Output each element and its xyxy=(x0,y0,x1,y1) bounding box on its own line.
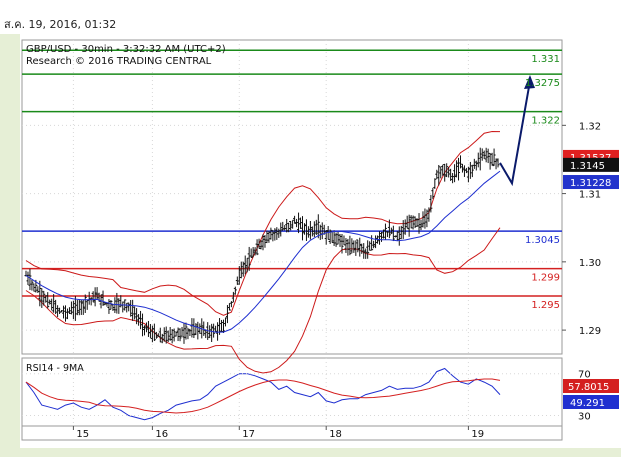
y-tick-label: 1.30 xyxy=(579,258,601,269)
x-axis-ticks: 15 16 17 18 19 xyxy=(72,426,484,440)
rsi-ma-tag-box xyxy=(563,379,619,393)
rsi-tag-label: 49.291 xyxy=(570,398,605,409)
forecast-path xyxy=(499,80,531,187)
rsi-line xyxy=(25,367,501,421)
moving-average xyxy=(25,170,501,333)
price-tag-label: 1.31228 xyxy=(570,178,611,189)
bollinger-lower xyxy=(25,227,501,374)
x-tick-label: 15 xyxy=(76,429,89,440)
rsi-title: RSI14 - 9MA xyxy=(26,363,84,374)
price-tag-box xyxy=(563,157,619,172)
level-label: 1.322 xyxy=(531,116,560,127)
x-axis-strip xyxy=(21,425,563,441)
bottom-margin-strip xyxy=(0,448,621,457)
x-tick-label: 17 xyxy=(242,429,255,440)
forecast-arrowhead xyxy=(524,74,535,89)
grid-lines xyxy=(22,40,562,426)
y-tick-label: 1.32 xyxy=(579,121,601,132)
x-tick-label: 19 xyxy=(471,429,484,440)
price-tag-box xyxy=(563,175,619,190)
rsi-tick-label: 70 xyxy=(578,370,591,381)
forecast-arrow xyxy=(499,74,535,187)
left-margin-strip xyxy=(0,34,20,457)
x-tick-label: 18 xyxy=(329,429,342,440)
level-label: 1.3275 xyxy=(525,78,560,89)
candles xyxy=(24,147,500,344)
main-panel-frame xyxy=(21,39,563,355)
rsi-ma-tag-label: 57.8015 xyxy=(568,382,609,393)
chart-title: GBP/USD - 30min - 3:32:32 AM (UTC+2) xyxy=(26,44,226,55)
y-tick-label: 1.31 xyxy=(579,190,601,201)
top-bar: ส.ค. 19, 2016, 01:32 xyxy=(0,0,621,34)
rsi-lines xyxy=(25,367,501,421)
rsi-tick-label: 30 xyxy=(578,412,591,423)
rsi-axis-ticks: 70 30 57.8015 49.291 xyxy=(22,370,619,423)
chart-subtitle: Research © 2016 TRADING CENTRAL xyxy=(26,56,212,67)
y-axis-ticks: 1.32 1.31 1.30 1.29 xyxy=(562,121,601,337)
price-tag-label: 1.3145 xyxy=(570,161,605,172)
y-tick-label: 1.29 xyxy=(579,326,601,337)
rsi-ma-line xyxy=(25,378,501,414)
moving-average-line xyxy=(25,170,501,333)
level-labels: 1.331 1.3275 1.322 1.3045 1.299 1.295 xyxy=(525,54,560,311)
datetime-label: ส.ค. 19, 2016, 01:32 xyxy=(4,18,117,31)
level-label: 1.331 xyxy=(531,54,560,65)
level-label: 1.299 xyxy=(531,273,560,284)
rsi-tag-box xyxy=(563,395,619,409)
level-lines xyxy=(22,49,562,297)
level-label: 1.295 xyxy=(531,300,560,311)
rsi-panel-frame xyxy=(21,357,563,427)
x-tick-label: 16 xyxy=(155,429,168,440)
level-label: 1.3045 xyxy=(525,235,560,246)
